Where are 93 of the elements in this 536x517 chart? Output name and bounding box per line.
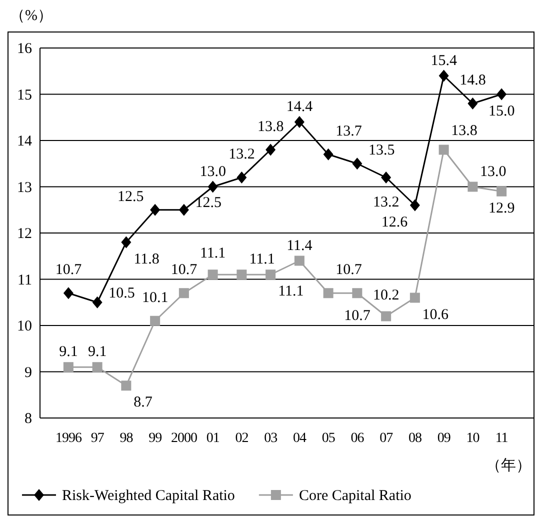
point [178,288,189,298]
data-label: 10.7 [336,262,362,278]
point [381,172,392,184]
data-label: 14.8 [460,72,486,88]
point [323,148,334,160]
point [294,116,304,128]
x-tick-label: 10 [466,431,480,446]
data-label: 10.7 [55,262,82,278]
point [468,182,478,192]
point [323,288,334,298]
data-label: 10.5 [108,285,135,302]
data-label: 15.0 [488,103,515,120]
data-label: 13.0 [480,164,506,180]
point [294,256,304,266]
x-tick-label: 08 [408,431,422,446]
data-label: 12.9 [488,200,515,216]
data-label: 10.7 [170,262,198,278]
y-tick-label: 16 [17,41,32,57]
data-label: 13.5 [368,142,395,159]
x-tick-label: 1996 [55,431,82,446]
point [381,311,392,322]
legend-label: Risk-Weighted Capital Ratio [62,488,235,504]
x-tick-label: 07 [380,431,394,446]
data-label: 13.8 [451,122,478,139]
x-axis-title: （年） [486,457,531,474]
y-axis-title: （%） [10,8,52,24]
point [410,292,420,303]
y-tick-label: 13 [17,180,32,196]
point [208,180,218,193]
data-label: 15.4 [430,52,458,69]
point [236,270,247,280]
data-label: 11.1 [249,252,275,268]
y-tick-label: 15 [17,87,32,104]
data-label: 14.4 [286,99,314,115]
data-label: 12.5 [195,194,222,211]
y-tick-label: 10 [17,318,32,334]
data-label: 13.2 [372,194,400,210]
x-tick-label: 05 [322,431,336,446]
point [496,88,507,100]
data-label: 8.7 [134,394,153,411]
data-label: 13.0 [200,164,226,180]
data-label: 11.1 [200,246,226,262]
x-tick-label: 97 [90,431,104,446]
x-tick-label: 99 [148,431,162,446]
point [92,362,102,372]
y-tick-label: 8 [24,411,32,427]
point [410,199,420,212]
point [438,70,449,82]
x-tick-label: 2000 [170,431,198,446]
data-label: 10.7 [344,308,371,324]
y-tick-label: 11 [18,272,32,288]
data-label: 12.6 [381,214,408,230]
point [63,362,74,372]
point [438,144,449,155]
point [236,172,247,184]
data-label: 11.4 [286,238,313,254]
x-tick-label: 98 [120,431,134,446]
x-tick-label: 01 [206,431,220,446]
data-label: 13.8 [257,118,284,135]
y-tick-label: 12 [17,226,32,242]
data-label: 10.1 [142,290,168,306]
x-tick-label: 04 [292,431,306,446]
point [150,316,160,326]
legend-label: Core Capital Ratio [298,488,412,504]
point [208,270,218,280]
point [352,158,362,170]
x-tick-label: 11 [495,431,508,446]
x-tick-label: 06 [350,431,364,446]
x-tick-label: 09 [437,431,451,446]
point [266,144,276,156]
data-label: 13.2 [228,146,255,162]
y-tick-label: 9 [24,364,32,381]
point [468,98,478,110]
point [92,296,102,308]
point [63,287,74,300]
point [150,204,160,216]
point [121,236,132,248]
x-tick-label: 03 [264,431,278,446]
data-label: 12.5 [118,188,144,205]
data-label: 9.1 [59,344,78,360]
data-label: 11.1 [278,284,304,300]
point [352,288,362,298]
point [178,204,189,216]
point [121,380,132,391]
data-label: 9.1 [88,344,107,360]
data-label: 11.8 [134,251,160,268]
y-tick-label: 14 [17,134,32,150]
data-label: 10.2 [372,287,400,304]
data-label: 10.6 [422,306,449,323]
x-tick-label: 02 [235,431,249,446]
point [496,186,507,196]
point [266,270,276,280]
data-label: 13.7 [336,123,362,140]
